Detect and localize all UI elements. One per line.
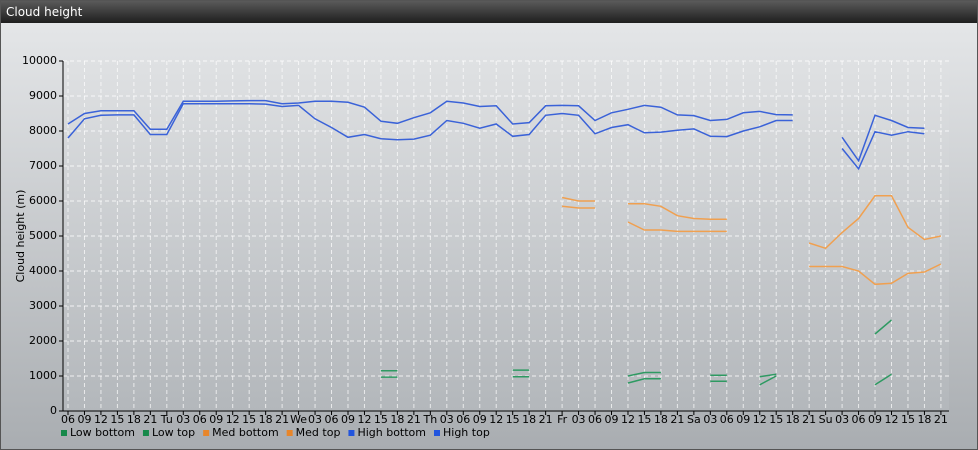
x-tick-label: Fr bbox=[557, 413, 568, 426]
x-tick-label: 21 bbox=[275, 413, 289, 426]
y-tick-label: 9000 bbox=[29, 89, 57, 102]
x-tick-label: 12 bbox=[621, 413, 635, 426]
x-tick-label: 18 bbox=[259, 413, 273, 426]
x-tick-label: 21 bbox=[143, 413, 157, 426]
x-tick-label: 03 bbox=[176, 413, 190, 426]
legend-label: Med top bbox=[296, 426, 341, 439]
x-tick-label: Th bbox=[422, 413, 437, 426]
x-tick-label: 03 bbox=[703, 413, 717, 426]
y-tick-label: 2000 bbox=[29, 334, 57, 347]
legend-label: High bottom bbox=[357, 426, 426, 439]
x-tick-label: 18 bbox=[390, 413, 404, 426]
x-tick-label: 12 bbox=[489, 413, 503, 426]
x-tick-label: 03 bbox=[440, 413, 454, 426]
y-tick-label: 8000 bbox=[29, 124, 57, 137]
chart: Cloud height (m) 0 1000 2000 3000 4000 5000 60… bbox=[1, 23, 977, 449]
legend-swatch bbox=[348, 430, 355, 436]
x-tick-label: 09 bbox=[605, 413, 619, 426]
legend-label: Low bottom bbox=[70, 426, 135, 439]
legend-swatch bbox=[434, 430, 440, 436]
x-tick-label: Tu bbox=[160, 413, 173, 426]
x-tick-label: 21 bbox=[407, 413, 421, 426]
x-tick-label: 09 bbox=[473, 413, 487, 426]
legend-label: Med bottom bbox=[212, 426, 279, 439]
x-tick-label: 18 bbox=[127, 413, 141, 426]
x-tick-label: 06 bbox=[588, 413, 602, 426]
x-tick-label: 18 bbox=[522, 413, 536, 426]
y-tick-label: 5000 bbox=[29, 229, 57, 242]
x-tick-label: 06 bbox=[720, 413, 734, 426]
x-tick-label: 09 bbox=[868, 413, 882, 426]
x-tick-label: 12 bbox=[94, 413, 108, 426]
x-tick-label: 21 bbox=[539, 413, 553, 426]
x-tick-label: 12 bbox=[753, 413, 767, 426]
legend-label: High top bbox=[443, 426, 490, 439]
x-tick-label: 09 bbox=[736, 413, 750, 426]
legend-swatch bbox=[142, 430, 149, 436]
series-line bbox=[561, 195, 942, 250]
x-tick-label: Sa bbox=[687, 413, 701, 426]
x-tick-label: 12 bbox=[226, 413, 240, 426]
x-tick-label: 03 bbox=[308, 413, 322, 426]
legend-label: Low top bbox=[152, 426, 195, 439]
series-line bbox=[562, 205, 942, 286]
x-tick-label: 15 bbox=[901, 413, 915, 426]
x-tick-label: 06 bbox=[193, 413, 207, 426]
x-tick-label: 12 bbox=[885, 413, 899, 426]
x-tick-label: 18 bbox=[786, 413, 800, 426]
y-tick-label: 7000 bbox=[29, 159, 57, 172]
x-tick-label: 06 bbox=[325, 413, 339, 426]
x-tick-label: 15 bbox=[242, 413, 256, 426]
x-tick-label: Su bbox=[819, 413, 833, 426]
x-tick-label: 09 bbox=[341, 413, 355, 426]
y-tick-label: 1000 bbox=[29, 369, 57, 382]
x-tick-label: 06 bbox=[852, 413, 866, 426]
x-tick-label: 18 bbox=[917, 413, 931, 426]
legend-swatch bbox=[61, 430, 67, 436]
y-tick-label: 6000 bbox=[29, 194, 57, 207]
series-line bbox=[380, 319, 892, 378]
legend-swatch bbox=[286, 430, 293, 436]
x-tick-label: 15 bbox=[110, 413, 124, 426]
x-tick-label: We bbox=[290, 413, 307, 426]
x-tick-label: 06 bbox=[61, 413, 75, 426]
y-tick-label: 0 bbox=[50, 404, 57, 417]
x-tick-label: 06 bbox=[456, 413, 470, 426]
series-line bbox=[67, 99, 925, 163]
x-tick-label: 03 bbox=[572, 413, 586, 426]
x-tick-label: 15 bbox=[769, 413, 783, 426]
title-bar: Cloud height bbox=[1, 1, 977, 23]
x-tick-label: 15 bbox=[506, 413, 520, 426]
series-line bbox=[380, 373, 892, 386]
y-tick-label: 10000 bbox=[22, 54, 57, 67]
x-tick-label: 21 bbox=[670, 413, 684, 426]
x-tick-label: 09 bbox=[77, 413, 91, 426]
x-tick-label: 21 bbox=[802, 413, 816, 426]
window-title: Cloud height bbox=[6, 5, 83, 19]
y-tick-label: 3000 bbox=[29, 299, 57, 312]
x-tick-label: 12 bbox=[357, 413, 371, 426]
x-tick-label: 21 bbox=[934, 413, 948, 426]
x-tick-label: 09 bbox=[209, 413, 223, 426]
x-tick-label: 18 bbox=[654, 413, 668, 426]
y-axis-label: Cloud height (m) bbox=[14, 190, 27, 283]
x-tick-label: 15 bbox=[637, 413, 651, 426]
legend-swatch bbox=[203, 430, 210, 436]
x-tick-label: 03 bbox=[835, 413, 849, 426]
y-tick-label: 4000 bbox=[29, 264, 57, 277]
series-line bbox=[67, 102, 925, 171]
x-tick-label: 15 bbox=[374, 413, 388, 426]
